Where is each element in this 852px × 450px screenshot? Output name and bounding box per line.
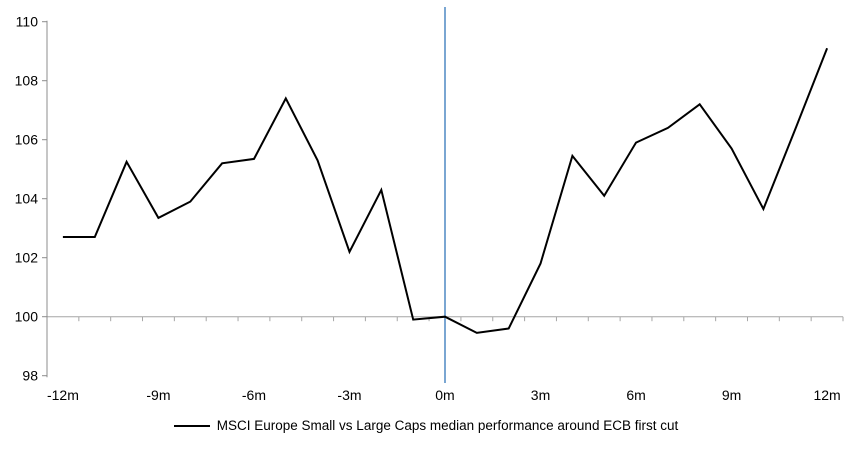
y-axis-tick-label: 108 [15,73,39,89]
y-axis-tick-label: 106 [15,132,39,148]
x-axis-tick-label: -6m [242,387,266,403]
legend-label: MSCI Europe Small vs Large Caps median p… [216,418,679,433]
x-axis-tick-label: 9m [722,387,741,403]
x-axis-tick-label: 0m [435,387,454,403]
x-axis-tick-label: -3m [337,387,361,403]
y-axis-tick-label: 102 [15,250,39,266]
x-axis-tick-label: -12m [47,387,79,403]
legend-line-swatch [173,424,210,427]
x-axis-tick-label: 3m [531,387,550,403]
x-axis-tick-label: 12m [813,387,840,403]
y-axis-tick-label: 98 [22,368,38,384]
y-axis-tick-label: 110 [16,14,39,30]
y-axis-tick-label: 100 [15,309,39,325]
x-axis-tick-label: 6m [626,387,645,403]
x-axis-tick-label: -9m [146,387,170,403]
series-line [62,47,829,334]
y-axis-tick-label: 104 [15,191,39,207]
legend: MSCI Europe Small vs Large Caps median p… [0,418,852,433]
